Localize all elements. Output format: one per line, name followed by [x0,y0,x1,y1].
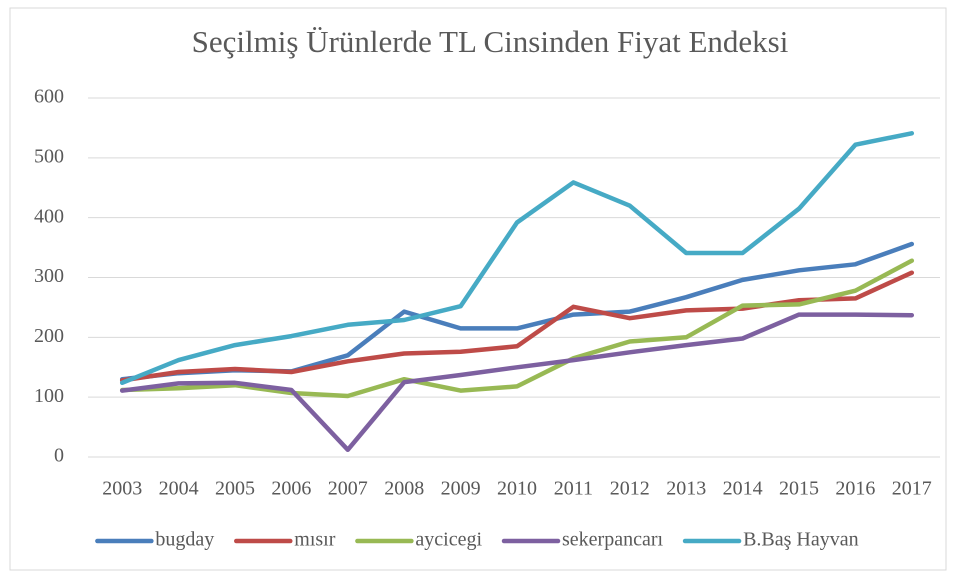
y-tick-label: 500 [34,145,64,167]
y-tick-label: 0 [54,445,64,467]
legend-label: B.Baş Hayvan [743,529,859,551]
x-tick-label: 2014 [723,478,763,500]
x-tick-label: 2010 [497,478,537,500]
x-tick-label: 2005 [215,478,255,500]
x-tick-label: 2013 [666,478,706,500]
x-tick-label: 2004 [159,478,199,500]
y-tick-label: 600 [34,86,64,108]
y-tick-label: 300 [34,265,64,287]
x-tick-label: 2015 [779,478,819,500]
y-tick-label: 200 [34,325,64,347]
legend-label: aycicegi [415,529,482,551]
legend-label: sekerpancarı [562,529,663,551]
chart-frame [9,7,947,571]
x-tick-label: 2007 [328,478,368,500]
x-tick-label: 2006 [271,478,311,500]
x-tick-label: 2003 [102,478,142,500]
x-tick-label: 2016 [835,478,875,500]
x-tick-label: 2011 [554,478,593,500]
y-tick-label: 100 [34,385,64,407]
x-tick-label: 2017 [892,478,932,500]
y-tick-label: 400 [34,205,64,227]
line-series [119,131,915,386]
legend-label: bugday [155,529,214,551]
x-tick-label: 2012 [610,478,650,500]
line-series [119,258,915,399]
chart-title: Seçilmiş Ürünlerde TL Cinsinden Fiyat En… [192,24,789,59]
x-tick-label: 2008 [384,478,424,500]
legend-label: mısır [294,529,335,551]
line-series [119,312,915,453]
x-tick-label: 2009 [441,478,481,500]
